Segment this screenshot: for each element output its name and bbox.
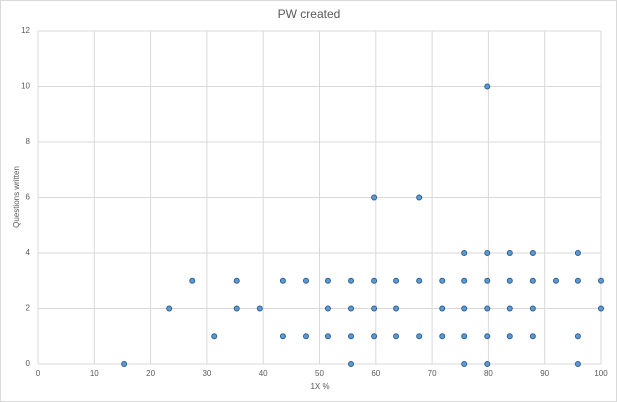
point <box>233 277 240 284</box>
point <box>461 361 468 367</box>
point <box>484 250 491 256</box>
x-tick-label: 30 <box>202 369 211 378</box>
point <box>393 305 400 312</box>
y-tick-label: 4 <box>26 248 31 257</box>
point <box>416 333 423 340</box>
point <box>324 277 331 284</box>
point <box>279 333 286 340</box>
y-tick-label: 0 <box>26 359 31 368</box>
point <box>393 333 400 340</box>
point <box>461 333 468 340</box>
point <box>166 305 173 312</box>
point <box>371 194 378 201</box>
y-tick-label: 2 <box>26 304 31 313</box>
y-tick-label: 6 <box>26 193 31 202</box>
point <box>598 305 604 312</box>
chart-title: PW created <box>278 7 341 21</box>
point <box>506 250 513 256</box>
point <box>371 305 378 312</box>
x-tick-label: 10 <box>90 369 99 378</box>
x-tick-label: 80 <box>484 369 493 378</box>
x-tick-label: 0 <box>36 369 41 378</box>
y-tick-label: 10 <box>21 82 30 91</box>
point <box>506 333 513 340</box>
point <box>233 305 240 312</box>
point <box>461 305 468 312</box>
point <box>461 277 468 284</box>
point <box>393 277 400 284</box>
x-tick-label: 50 <box>315 369 324 378</box>
point <box>371 333 378 340</box>
point <box>529 250 536 256</box>
point <box>189 277 196 284</box>
point <box>348 333 355 340</box>
point <box>574 250 581 256</box>
point <box>461 250 468 256</box>
point <box>256 305 263 312</box>
x-tick-label: 90 <box>540 369 549 378</box>
point <box>506 305 513 312</box>
x-tick-label: 40 <box>259 369 268 378</box>
point <box>348 305 355 312</box>
point <box>416 277 423 284</box>
point <box>348 277 355 284</box>
point <box>416 194 423 201</box>
point <box>529 333 536 340</box>
x-tick-label: 20 <box>146 369 155 378</box>
point <box>324 333 331 340</box>
point <box>348 361 355 367</box>
point <box>371 277 378 284</box>
point <box>484 305 491 312</box>
point <box>279 277 286 284</box>
point <box>574 277 581 284</box>
point <box>574 361 581 367</box>
point <box>324 305 331 312</box>
point <box>302 277 309 284</box>
point <box>529 305 536 312</box>
point <box>506 277 513 284</box>
x-tick-label: 100 <box>594 369 608 378</box>
point <box>484 333 491 340</box>
x-tick-label: 70 <box>428 369 437 378</box>
point <box>574 333 581 340</box>
point <box>552 277 559 284</box>
point <box>484 83 491 90</box>
point <box>439 333 446 340</box>
point <box>529 277 536 284</box>
point <box>302 333 309 340</box>
point <box>439 305 446 312</box>
point <box>484 277 491 284</box>
point <box>211 333 218 340</box>
point <box>598 277 604 284</box>
point <box>484 361 491 367</box>
y-tick-label: 12 <box>21 26 30 35</box>
y-tick-label: 8 <box>26 137 31 146</box>
y-axis-label: Questions written <box>12 166 21 228</box>
x-tick-label: 60 <box>371 369 380 378</box>
x-axis-label: 1X % <box>310 382 329 391</box>
point <box>439 277 446 284</box>
point <box>121 361 128 367</box>
